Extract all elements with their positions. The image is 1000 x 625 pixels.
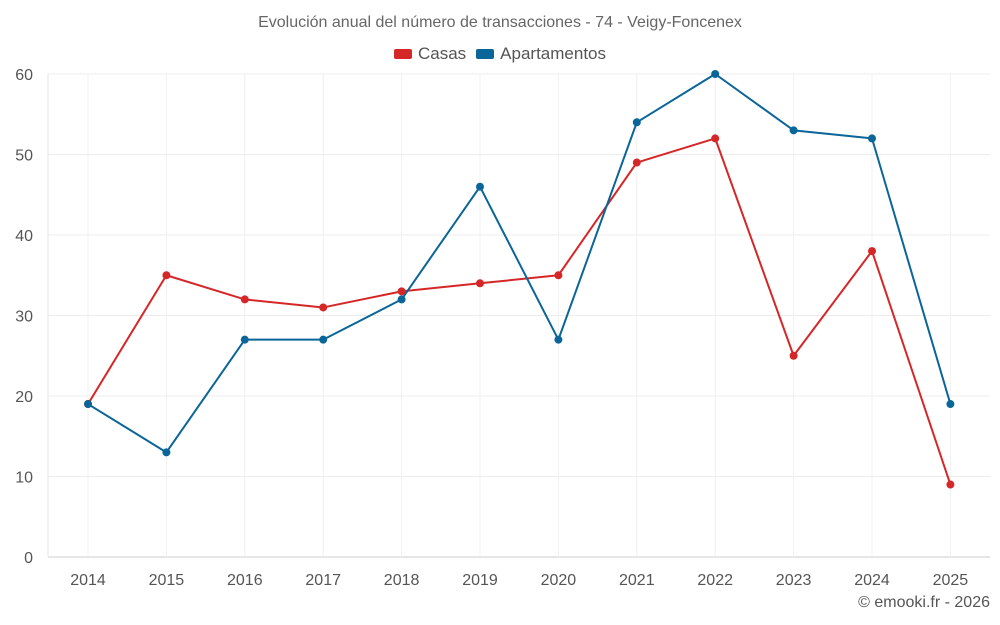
credit-text: © emooki.fr - 2026: [858, 594, 990, 611]
data-point-apartamentos: [632, 118, 641, 127]
y-tick-label: 20: [15, 389, 33, 406]
data-point-casas: [240, 295, 249, 304]
data-point-apartamentos: [476, 182, 484, 191]
series-line-apartamentos: [87, 73, 952, 454]
x-tick-label: 2023: [776, 572, 812, 589]
data-point-casas: [946, 480, 955, 489]
y-tick-label: 10: [15, 470, 33, 487]
legend: Casas Apartamentos: [0, 44, 1000, 64]
chart-title: Evolución anual del número de transaccio…: [258, 14, 742, 31]
x-tick-label: 2025: [933, 572, 969, 589]
data-point-apartamentos: [868, 134, 876, 143]
y-tick-label: 40: [15, 228, 33, 245]
data-point-apartamentos: [554, 335, 563, 344]
x-tick-label: 2019: [462, 572, 498, 589]
data-point-apartamentos: [789, 126, 798, 135]
x-tick-label: 2016: [227, 572, 263, 589]
data-point-casas: [868, 247, 876, 256]
x-tick-label: 2015: [149, 572, 185, 589]
data-point-casas: [476, 279, 484, 288]
legend-item-casas[interactable]: Casas: [393, 44, 467, 64]
y-tick-label: 50: [15, 148, 33, 165]
x-tick-label: 2017: [305, 572, 341, 589]
data-point-casas: [162, 271, 171, 280]
data-point-apartamentos: [240, 335, 249, 344]
legend-swatch-casas: [393, 49, 412, 59]
data-point-casas: [789, 351, 798, 360]
legend-label-casas: Casas: [417, 44, 467, 63]
x-tick-label: 2024: [854, 572, 890, 589]
data-point-apartamentos: [84, 400, 92, 409]
x-tick-label: 2014: [70, 572, 106, 589]
data-point-casas: [319, 303, 328, 312]
data-point-apartamentos: [319, 335, 328, 344]
data-point-casas: [632, 158, 641, 167]
legend-swatch-apartamentos: [476, 49, 495, 59]
data-point-apartamentos: [162, 448, 171, 457]
data-point-casas: [554, 271, 563, 280]
x-tick-label: 2020: [541, 572, 577, 589]
y-tick-label: 0: [24, 550, 33, 567]
data-point-apartamentos: [397, 295, 406, 304]
data-point-apartamentos: [711, 70, 720, 78]
y-tick-label: 60: [15, 67, 33, 84]
y-tick-label: 30: [15, 309, 33, 326]
data-point-casas: [397, 287, 406, 296]
series-line-casas: [87, 137, 952, 485]
x-tick-label: 2018: [384, 572, 420, 589]
data-point-casas: [711, 134, 720, 143]
legend-item-apartamentos[interactable]: Apartamentos: [476, 44, 606, 64]
data-point-apartamentos: [946, 400, 955, 409]
x-tick-label: 2021: [619, 572, 655, 589]
x-tick-label: 2022: [697, 572, 733, 589]
legend-label-apartamentos: Apartamentos: [500, 44, 607, 63]
